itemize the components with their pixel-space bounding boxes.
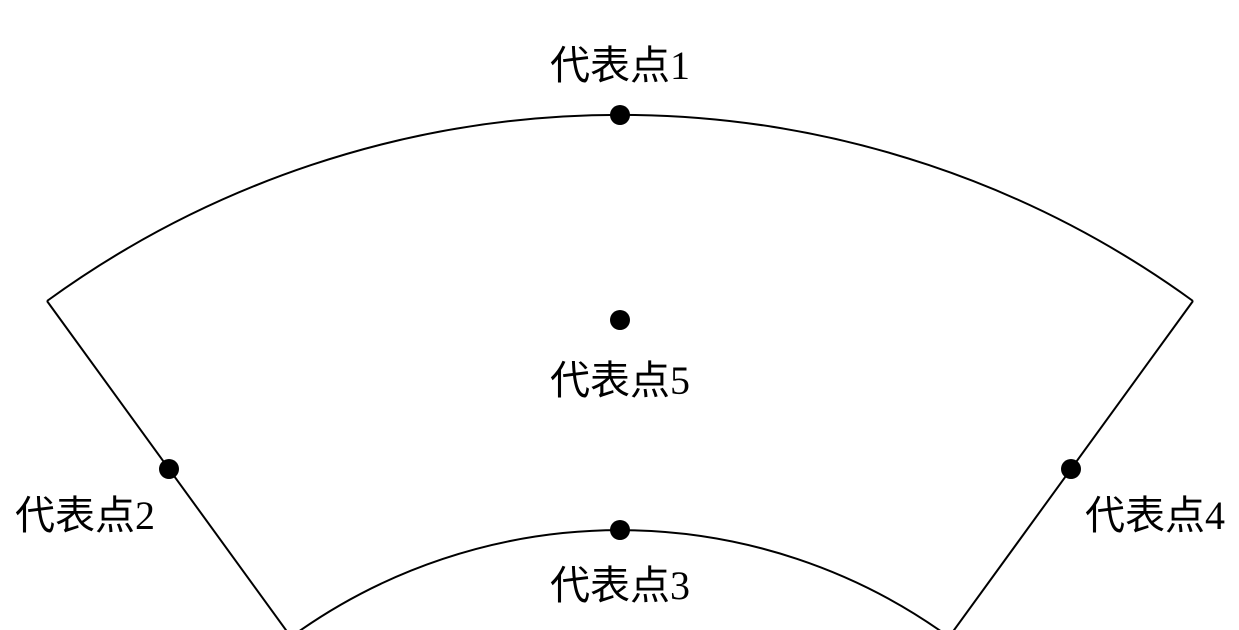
point-label-5: 代表点5 <box>550 358 690 403</box>
point-5 <box>610 310 630 330</box>
point-4 <box>1061 459 1081 479</box>
point-2 <box>159 459 179 479</box>
point-label-2: 代表点2 <box>15 493 155 538</box>
sector-diagram: 代表点1 代表点2 代表点3 代表点4 代表点5 <box>0 0 1239 630</box>
point-1 <box>610 105 630 125</box>
outer-arc <box>47 115 1193 301</box>
point-label-3: 代表点3 <box>550 563 690 608</box>
point-label-1: 代表点1 <box>550 43 690 88</box>
points-layer: 代表点1 代表点2 代表点3 代表点4 代表点5 <box>15 43 1225 608</box>
point-label-4: 代表点4 <box>1085 493 1225 538</box>
point-3 <box>610 520 630 540</box>
